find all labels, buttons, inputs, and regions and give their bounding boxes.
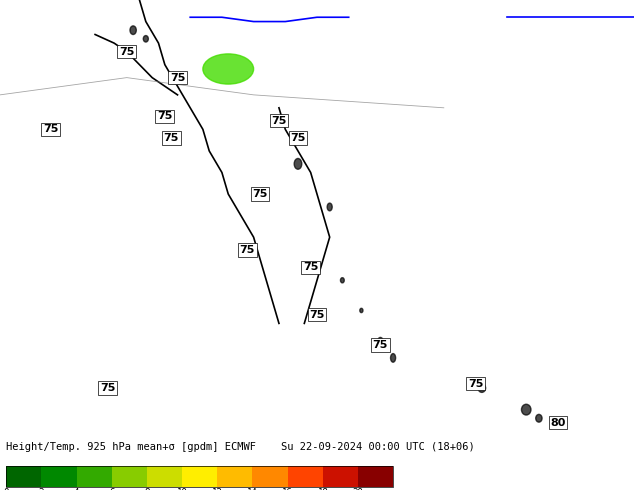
Ellipse shape [536, 415, 542, 422]
Text: 2: 2 [39, 488, 44, 490]
Text: 75: 75 [309, 310, 325, 320]
Text: 75: 75 [252, 189, 268, 199]
Bar [41, 466, 77, 487]
Text: 10: 10 [177, 488, 188, 490]
Text: 12: 12 [212, 488, 223, 490]
Bar [217, 466, 252, 487]
Text: 16: 16 [282, 488, 293, 490]
Bar [288, 466, 323, 487]
Text: 75: 75 [164, 133, 179, 143]
Text: 20: 20 [353, 488, 363, 490]
Ellipse shape [294, 158, 302, 169]
Ellipse shape [478, 384, 486, 392]
Ellipse shape [130, 26, 136, 34]
Text: Height/Temp. 925 hPa mean+σ [gpdm] ECMWF    Su 22-09-2024 00:00 UTC (18+06): Height/Temp. 925 hPa mean+σ [gpdm] ECMWF… [6, 442, 475, 452]
Ellipse shape [521, 404, 531, 415]
Text: 75: 75 [468, 379, 483, 389]
Bar [147, 466, 182, 487]
Text: 75: 75 [303, 262, 318, 272]
Text: 6: 6 [109, 488, 115, 490]
Text: 75: 75 [170, 73, 185, 83]
Bar [323, 466, 358, 487]
Ellipse shape [340, 278, 344, 283]
Text: 80: 80 [550, 417, 566, 428]
Text: 75: 75 [240, 245, 255, 255]
Bar [112, 466, 147, 487]
Bar [252, 466, 288, 487]
Ellipse shape [360, 308, 363, 313]
Ellipse shape [203, 54, 254, 84]
Text: 14: 14 [247, 488, 258, 490]
Bar [358, 466, 393, 487]
Bar [6, 466, 41, 487]
Ellipse shape [327, 203, 332, 211]
Text: 8: 8 [145, 488, 150, 490]
Text: 75: 75 [119, 47, 134, 57]
Text: 75: 75 [100, 383, 115, 393]
Text: 75: 75 [157, 111, 172, 122]
Text: 75: 75 [271, 116, 287, 126]
Bar [182, 466, 217, 487]
Text: 4: 4 [74, 488, 79, 490]
Text: 75: 75 [373, 340, 388, 350]
Text: 75: 75 [290, 133, 306, 143]
Ellipse shape [391, 354, 396, 362]
Text: 18: 18 [318, 488, 328, 490]
Bar [77, 466, 112, 487]
Text: 75: 75 [43, 124, 58, 134]
Bar [6, 466, 393, 487]
Ellipse shape [143, 36, 148, 42]
Ellipse shape [378, 338, 383, 344]
Text: 0: 0 [4, 488, 9, 490]
